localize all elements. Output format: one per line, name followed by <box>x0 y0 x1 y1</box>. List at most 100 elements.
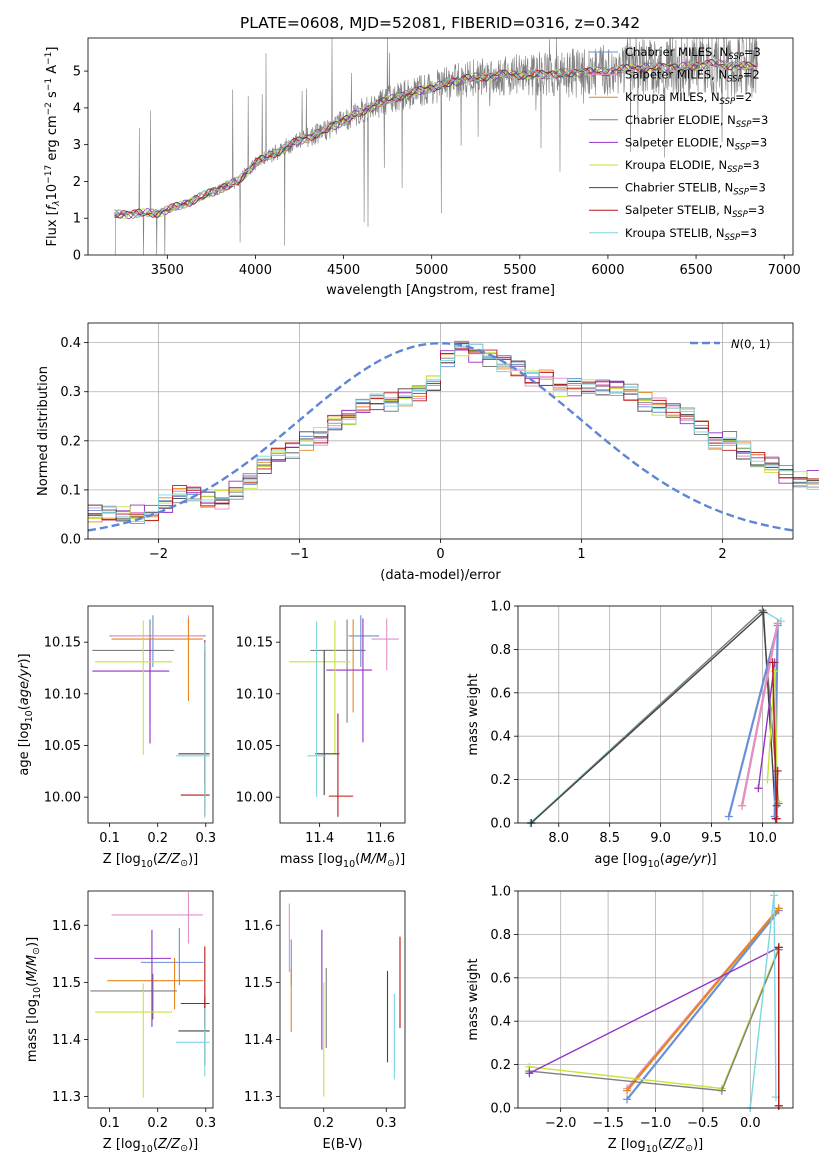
plot-area-residuals <box>87 340 819 532</box>
data-point <box>307 621 326 798</box>
x-tick-label: 1 <box>577 547 585 562</box>
weight-marker <box>770 667 779 676</box>
data-point <box>107 957 204 1010</box>
x-tick-label: −0.5 <box>687 1116 719 1131</box>
figure-title: PLATE=0608, MJD=52081, FIBERID=0316, z=0… <box>240 14 640 32</box>
weight-marker <box>770 891 779 900</box>
x-tick-label: 0.1 <box>99 831 120 846</box>
data-point <box>111 892 203 944</box>
weight-marker <box>623 1086 632 1095</box>
weight-marker <box>754 784 763 793</box>
x-tick-label: 5500 <box>503 263 536 278</box>
x-axis-label: Z [log10(Z/Z⊙)] <box>103 852 198 870</box>
x-tick-label: 2 <box>718 547 726 562</box>
x-tick-label: 4000 <box>239 263 272 278</box>
y-tick-label: 4 <box>73 101 81 116</box>
y-tick-label: 10.05 <box>44 739 81 754</box>
panel-weight-vs-Z: −2.0 −1.5 −1.0 −0.5 0.0 0.0 0.2 0.4 0.6 0.8 1.0 Z [… <box>466 885 794 1155</box>
x-tick-label: 5000 <box>415 263 448 278</box>
panel-age-vs-Z: 0.1 0.2 0.3 10.00 10.05 10.10 10.15 Z [log10(Z/… <box>17 605 216 870</box>
y-tick-label: 11.3 <box>52 1090 81 1105</box>
legend-entry: Kroupa ELODIE, NSSP=3 <box>625 158 760 175</box>
x-axis-label: age [log10(age/yr)] <box>594 852 716 870</box>
legend-entry: Kroupa STELIB, NSSP=3 <box>625 226 757 243</box>
axes-frame <box>279 605 406 824</box>
x-axis-label: (data-model)/error <box>380 568 501 583</box>
x-axis-label: Z [log10(Z/Z⊙)] <box>103 1137 198 1155</box>
x-tick-label: 6000 <box>591 263 624 278</box>
weight-marker <box>738 801 747 810</box>
x-tick-label: 6500 <box>680 263 713 278</box>
panel-residuals: −2 −1 0 1 2 0.0 0.1 0.2 0.3 0.4 N(0, 1) (data-model… <box>36 322 819 583</box>
y-tick-label: 10.00 <box>236 791 273 806</box>
legend-entry: Chabrier MILES, NSSP=3 <box>625 45 761 62</box>
y-tick-label: 10.15 <box>44 636 81 651</box>
y-axis-label: mass [log10(M/M⊙)] <box>25 937 43 1062</box>
panel-mass-vs-ebv: 0.2 0.3 11.3 11.4 11.5 11.6 E(B-V) <box>244 890 406 1152</box>
x-tick-label: −1.0 <box>640 1116 672 1131</box>
x-tick-label: 8.5 <box>599 831 620 846</box>
plot-area-mass-vs-Z <box>90 892 210 1098</box>
x-axis-label: Z [log10(Z/Z⊙)] <box>608 1137 703 1155</box>
y-tick-label: 1.0 <box>490 885 511 900</box>
x-tick-label: 9.5 <box>701 831 722 846</box>
y-tick-label: 0.1 <box>60 483 81 498</box>
residual-histogram-line <box>88 343 819 522</box>
x-tick-label: 0.3 <box>376 1116 397 1131</box>
data-point <box>310 619 366 723</box>
y-tick-label: 2 <box>73 175 81 190</box>
y-tick-label: 10.05 <box>236 739 273 754</box>
data-point <box>315 650 340 796</box>
weight-marker <box>774 943 783 952</box>
y-tick-label: 0.0 <box>60 533 81 548</box>
x-tick-label: 0.1 <box>99 1116 120 1131</box>
x-tick-label: 11.4 <box>305 831 334 846</box>
x-tick-label: 10.0 <box>748 831 777 846</box>
plot-area-age-vs-Z <box>92 615 210 818</box>
data-point <box>175 642 210 818</box>
legend-entry: N(0, 1) <box>731 337 771 351</box>
y-tick-label: 0.0 <box>490 1102 511 1117</box>
y-tick-label: 11.4 <box>52 1033 81 1048</box>
axes-frame <box>87 37 794 256</box>
data-point <box>328 713 354 817</box>
data-point <box>371 618 399 671</box>
y-tick-label: 0 <box>73 249 81 264</box>
axes-frame <box>517 605 794 824</box>
panel-age-vs-mass: 11.4 11.6 10.00 10.05 10.10 10.15 mass [log10(… <box>236 605 406 870</box>
x-tick-label: 7000 <box>768 263 801 278</box>
plot-area-spectrum <box>114 36 758 256</box>
x-tick-label: −2 <box>149 547 168 562</box>
y-tick-label: 0.6 <box>490 686 511 701</box>
weight-marker <box>717 1086 726 1095</box>
legend-entry: Chabrier STELIB, NSSP=3 <box>625 181 766 198</box>
weight-marker <box>772 814 781 823</box>
data-point <box>326 618 373 743</box>
x-tick-label: −2.0 <box>545 1116 577 1131</box>
weight-marker <box>774 1101 783 1110</box>
data-point <box>94 929 172 1027</box>
y-tick-label: 11.4 <box>244 1033 273 1048</box>
y-tick-label: 1 <box>73 212 81 227</box>
y-tick-label: 10.10 <box>44 687 81 702</box>
model-spectrum-line <box>114 58 758 220</box>
weight-series-line <box>741 623 779 806</box>
axes-frame <box>87 605 214 824</box>
y-tick-label: 0.3 <box>60 385 81 400</box>
weight-marker <box>759 608 768 617</box>
y-tick-label: 11.6 <box>244 919 273 934</box>
data-point <box>289 620 351 755</box>
x-axis-label: mass [log10(M/M⊙)] <box>280 852 405 870</box>
weight-marker <box>773 619 782 628</box>
y-tick-label: 0.8 <box>490 928 511 943</box>
y-tick-label: 0.6 <box>490 971 511 986</box>
legend-entry: Salpeter ELODIE, NSSP=3 <box>625 135 767 152</box>
axes-frame <box>279 890 406 1109</box>
y-tick-label: 11.5 <box>52 976 81 991</box>
y-tick-label: 10.10 <box>236 687 273 702</box>
y-axis-label: mass weight <box>466 958 481 1040</box>
gaussian-curve-line <box>87 341 794 532</box>
data-point <box>92 640 170 744</box>
x-tick-label: 0.2 <box>147 1116 168 1131</box>
